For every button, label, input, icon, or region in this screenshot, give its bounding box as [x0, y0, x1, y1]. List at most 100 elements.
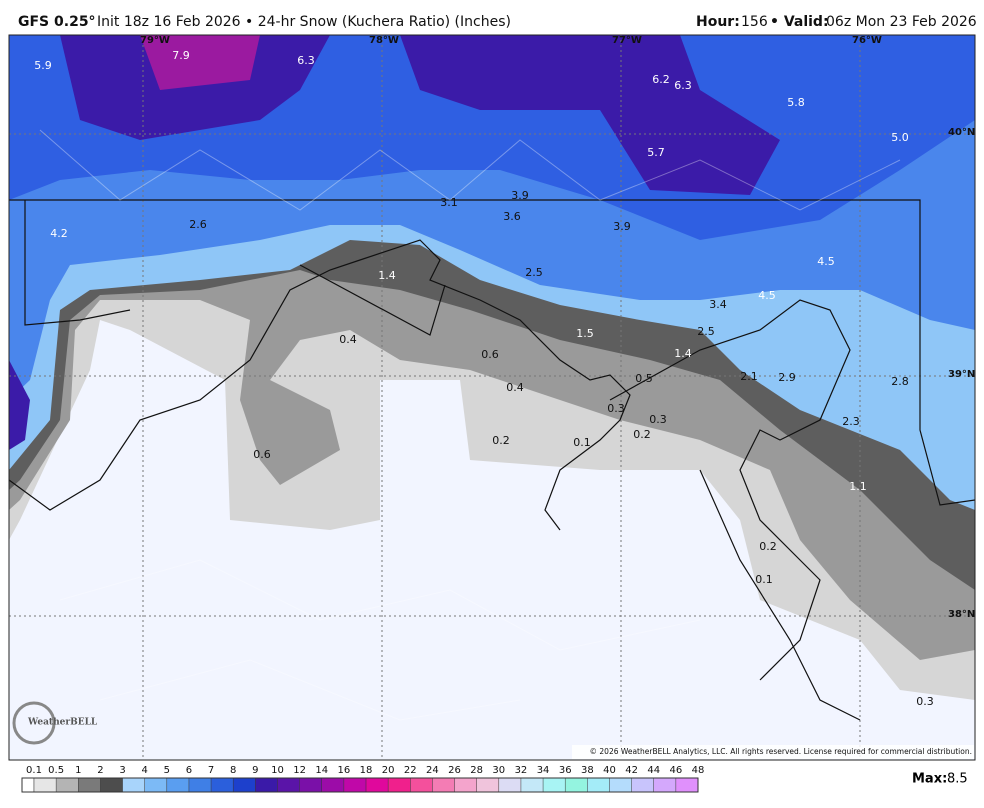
- colorbar-tick-label: 5: [164, 765, 170, 776]
- lat-label: 40°N: [948, 127, 975, 138]
- colorbar-tick-label: 10: [271, 765, 284, 776]
- value-label: 2.3: [842, 415, 860, 428]
- title: Init 18z 16 Feb 2026 • 24-hr Snow (Kuche…: [97, 14, 511, 30]
- hour: 156: [741, 14, 768, 30]
- colorbar-segment: [188, 778, 212, 792]
- colorbar-tick-label: 18: [360, 765, 373, 776]
- colorbar-segment: [122, 778, 145, 792]
- value-label: 1.4: [674, 347, 692, 360]
- colorbar: 0.1 0.5 1 2 3 4 5 6 7 8 9 10 12 14 16 18 20 22 24 26 28 30 32 3…: [21, 765, 705, 793]
- colorbar-tick-label: 30: [492, 765, 505, 776]
- value-label: 0.2: [633, 428, 651, 441]
- value-label: 3.9: [511, 189, 529, 202]
- colorbar-segment: [587, 778, 610, 792]
- value-label: 2.6: [189, 218, 207, 231]
- lat-label: 38°N: [948, 609, 975, 620]
- colorbar-segment: [454, 778, 477, 792]
- model: GFS 0.25°: [18, 14, 96, 30]
- lon-label: 79°W: [140, 35, 170, 46]
- colorbar-tick-label: 6: [186, 765, 192, 776]
- value-label: 4.2: [50, 227, 68, 240]
- colorbar-tick-label: 2: [97, 765, 103, 776]
- colorbar-tick-label: 34: [537, 765, 550, 776]
- value-label: 0.1: [573, 436, 591, 449]
- colorbar-segment: [653, 778, 676, 792]
- value-label: 1.5: [576, 327, 594, 340]
- colorbar-tick-label: 3: [119, 765, 125, 776]
- colorbar-tick-label: 1: [75, 765, 81, 776]
- colorbar-tick-label: 0.5: [48, 765, 64, 776]
- lon-label: 77°W: [612, 35, 642, 46]
- value-label: 2.5: [525, 266, 543, 279]
- colorbar-tick-label: 48: [692, 765, 705, 776]
- map: 79°W 78°W 77°W 76°W 40°N 39°N 38°N Weath…: [8, 34, 976, 761]
- colorbar-segment: [233, 778, 256, 792]
- colorbar-tick-label: 24: [426, 765, 439, 776]
- lat-label: 39°N: [948, 369, 975, 380]
- colorbar-tick-label: 8: [230, 765, 236, 776]
- value-label: 0.6: [253, 448, 271, 461]
- colorbar-segment: [321, 778, 344, 792]
- colorbar-segment: [78, 778, 101, 792]
- colorbar-segment: [565, 778, 588, 792]
- value-label: 0.3: [649, 413, 667, 426]
- value-label: 3.9: [613, 220, 631, 233]
- value-label: 2.5: [697, 325, 715, 338]
- borders: [9, 199, 975, 721]
- value-label: 0.2: [492, 434, 510, 447]
- colorbar-segment: [343, 778, 366, 792]
- value-label: 5.7: [647, 146, 665, 159]
- colorbar-segment: [56, 778, 79, 792]
- colorbar-tick-label: 20: [382, 765, 395, 776]
- colorbar-segment: [388, 778, 411, 792]
- value-label: 4.5: [758, 289, 776, 302]
- band-purple: [140, 35, 260, 90]
- county-lines: [39, 129, 901, 721]
- value-label: 4.5: [817, 255, 835, 268]
- colorbar-tick-label: 32: [515, 765, 528, 776]
- map-frame: [8, 34, 976, 761]
- max-value: 8.5: [947, 772, 968, 787]
- value-label: 2.9: [778, 371, 796, 384]
- colorbar-tick-label: 26: [448, 765, 461, 776]
- colorbar-segment: [520, 778, 544, 792]
- colorbar-segment: [631, 778, 654, 792]
- colorbar-segment: [543, 778, 566, 792]
- value-label: 0.1: [755, 573, 773, 586]
- lon-label: 78°W: [369, 35, 399, 46]
- value-label: 6.3: [297, 54, 315, 67]
- colorbar-tick-label: 14: [315, 765, 328, 776]
- value-label: 0.4: [339, 333, 357, 346]
- colorbar-segment: [675, 778, 698, 792]
- copyright: © 2026 WeatherBELL Analytics, LLC. All r…: [590, 747, 972, 756]
- lon-label: 76°W: [852, 35, 882, 46]
- valid-label: • Valid:: [770, 14, 829, 30]
- value-label: 0.6: [481, 348, 499, 361]
- colorbar-segment: [299, 778, 322, 792]
- colorbar-tick-label: 16: [337, 765, 350, 776]
- colorbar-tick-label: 46: [669, 765, 682, 776]
- colorbar-tick-label: 42: [625, 765, 638, 776]
- valid: 06z Mon 23 Feb 2026: [826, 14, 977, 30]
- colorbar-tick-label: 38: [581, 765, 594, 776]
- band-indigo: [9, 35, 780, 450]
- colorbar-segment: [211, 778, 234, 792]
- colorbar-segment: [34, 778, 57, 792]
- colorbar-segment: [366, 778, 389, 792]
- value-label: 3.6: [503, 210, 521, 223]
- value-label: 0.3: [607, 402, 625, 415]
- colorbar-segment: [609, 778, 632, 792]
- value-label: 2.1: [740, 370, 758, 383]
- colorbar-segment: [255, 778, 278, 792]
- logo-text: WeatherBELL: [27, 718, 98, 728]
- value-label: 6.3: [674, 79, 692, 92]
- value-label: 0.3: [916, 695, 934, 708]
- colorbar-tick-label: 9: [252, 765, 258, 776]
- colorbar-segment: [277, 778, 300, 792]
- colorbar-segment: [144, 778, 167, 792]
- colorbar-segment: [410, 778, 433, 792]
- colorbar-tick-label: 22: [404, 765, 417, 776]
- colorbar-segment: [476, 778, 499, 792]
- colorbar-tick-label: 40: [603, 765, 616, 776]
